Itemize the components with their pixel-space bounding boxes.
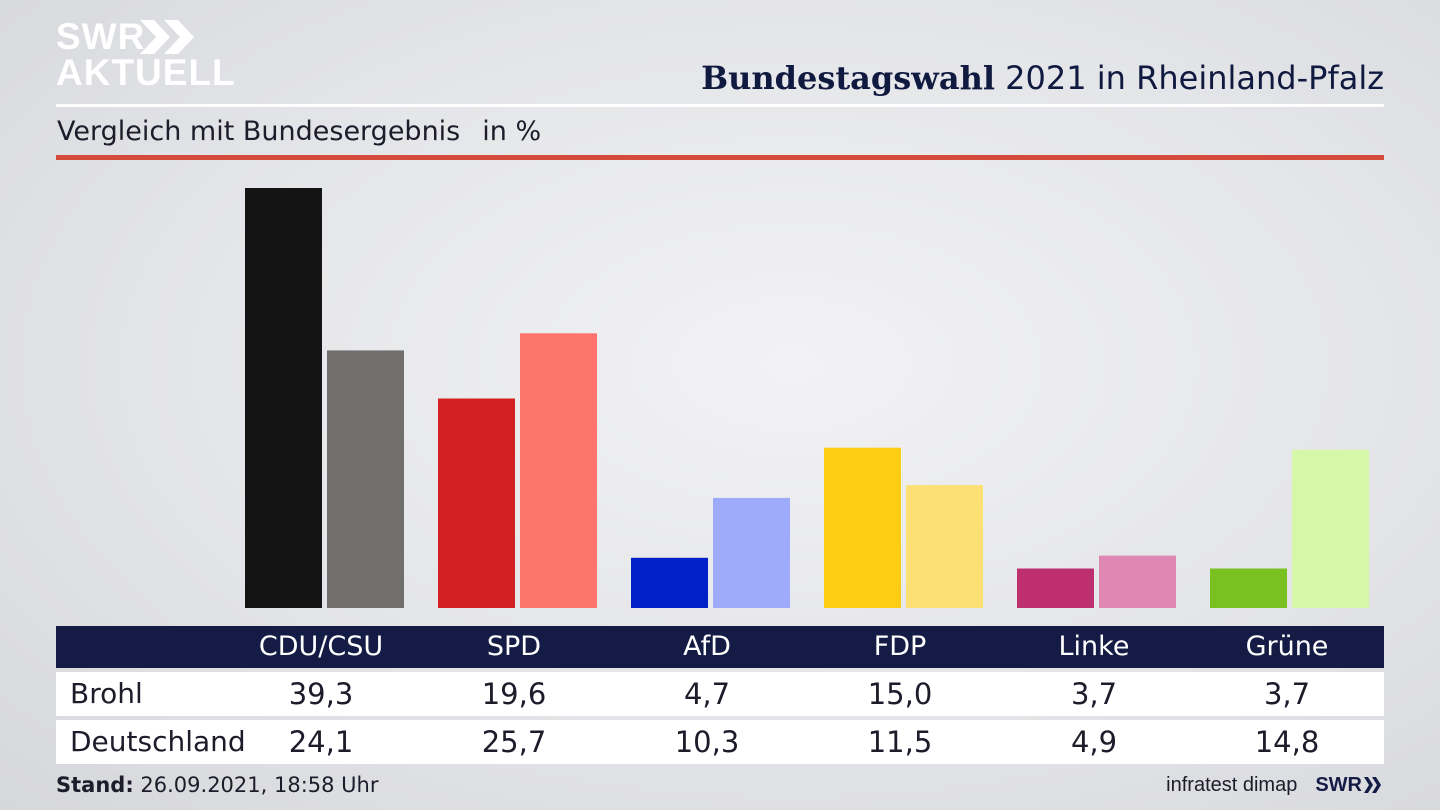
swr-small-chevrons-icon bbox=[1364, 777, 1381, 793]
logo-line-1: SWR bbox=[56, 16, 146, 57]
table-row-brohl: Brohl 39,3 19,6 4,7 15,0 3,7 3,7 bbox=[56, 672, 1384, 716]
header-linke: Linke bbox=[1058, 631, 1130, 662]
header-spd: SPD bbox=[486, 631, 542, 662]
results-table: CDU/CSU SPD AfD FDP Linke Grüne Brohl 39… bbox=[56, 626, 1384, 764]
bar-cdu-csu-deutschland bbox=[327, 350, 404, 608]
swr-chevrons-icon bbox=[140, 20, 194, 54]
row-label-brohl: Brohl bbox=[70, 677, 143, 710]
subtitle-divider bbox=[56, 155, 1384, 160]
bar-spd-deutschland bbox=[520, 333, 597, 608]
cell-brohl-spd: 19,6 bbox=[481, 677, 547, 711]
bar-gr-ne-brohl bbox=[1210, 568, 1287, 608]
cell-deutschland-cdu-csu: 24,1 bbox=[288, 725, 354, 759]
bar-cdu-csu-brohl bbox=[245, 188, 322, 608]
stand-value: 26.09.2021, 18:58 Uhr bbox=[133, 773, 379, 797]
cell-deutschland-afd: 10,3 bbox=[674, 725, 740, 759]
header-fdp: FDP bbox=[873, 631, 927, 662]
chart-subtitle: Vergleich mit Bundesergebnis in % bbox=[57, 114, 541, 150]
table-header-row: CDU/CSU SPD AfD FDP Linke Grüne bbox=[56, 626, 1384, 668]
header-cdu-csu: CDU/CSU bbox=[258, 631, 384, 662]
cell-brohl-cdu-csu: 39,3 bbox=[288, 677, 354, 711]
cell-brohl-gruene: 3,7 bbox=[1263, 677, 1311, 711]
cell-brohl-fdp: 15,0 bbox=[867, 677, 933, 711]
unit-label: in % bbox=[482, 116, 542, 147]
bar-linke-brohl bbox=[1017, 568, 1094, 608]
row-label-deutschland: Deutschland bbox=[70, 725, 246, 758]
chart-title: Bundestagswahl 2021 in Rheinland-Pfalz bbox=[701, 58, 1384, 98]
cell-brohl-linke: 3,7 bbox=[1070, 677, 1118, 711]
bar-afd-brohl bbox=[631, 557, 708, 608]
header-afd: AfD bbox=[683, 631, 731, 662]
stand-label: Stand: bbox=[56, 773, 134, 797]
cell-deutschland-gruene: 14,8 bbox=[1254, 725, 1320, 759]
cell-deutschland-fdp: 11,5 bbox=[867, 725, 933, 759]
chart-title-bold: Bundestagswahl bbox=[701, 59, 995, 97]
bar-afd-deutschland bbox=[713, 497, 790, 608]
swr-small-logo: SWR bbox=[1315, 774, 1384, 796]
header-gruene: Grüne bbox=[1245, 631, 1329, 662]
chart-title-rest: 2021 in Rheinland-Pfalz bbox=[995, 59, 1384, 97]
bar-gr-ne-deutschland bbox=[1292, 449, 1369, 608]
table-row-deutschland: Deutschland 24,1 25,7 10,3 11,5 4,9 14,8 bbox=[56, 720, 1384, 764]
source-label: infratest dimap bbox=[1166, 774, 1298, 796]
cell-deutschland-spd: 25,7 bbox=[481, 725, 547, 759]
bar-linke-deutschland bbox=[1099, 555, 1176, 608]
source-credit: infratest dimap SWR bbox=[1166, 772, 1384, 798]
bar-fdp-brohl bbox=[824, 447, 901, 608]
bar-spd-brohl bbox=[438, 398, 515, 608]
cell-deutschland-linke: 4,9 bbox=[1070, 725, 1118, 759]
bar-fdp-deutschland bbox=[906, 485, 983, 608]
swr-small-text: SWR bbox=[1315, 774, 1362, 796]
title-divider bbox=[56, 104, 1384, 107]
timestamp: Stand: 26.09.2021, 18:58 Uhr bbox=[56, 772, 379, 798]
logo-line-2: AKTUELL bbox=[56, 52, 236, 93]
subtitle-text: Vergleich mit Bundesergebnis bbox=[57, 116, 461, 147]
cell-brohl-afd: 4,7 bbox=[683, 677, 731, 711]
swr-aktuell-logo: SWR AKTUELL bbox=[56, 16, 235, 91]
